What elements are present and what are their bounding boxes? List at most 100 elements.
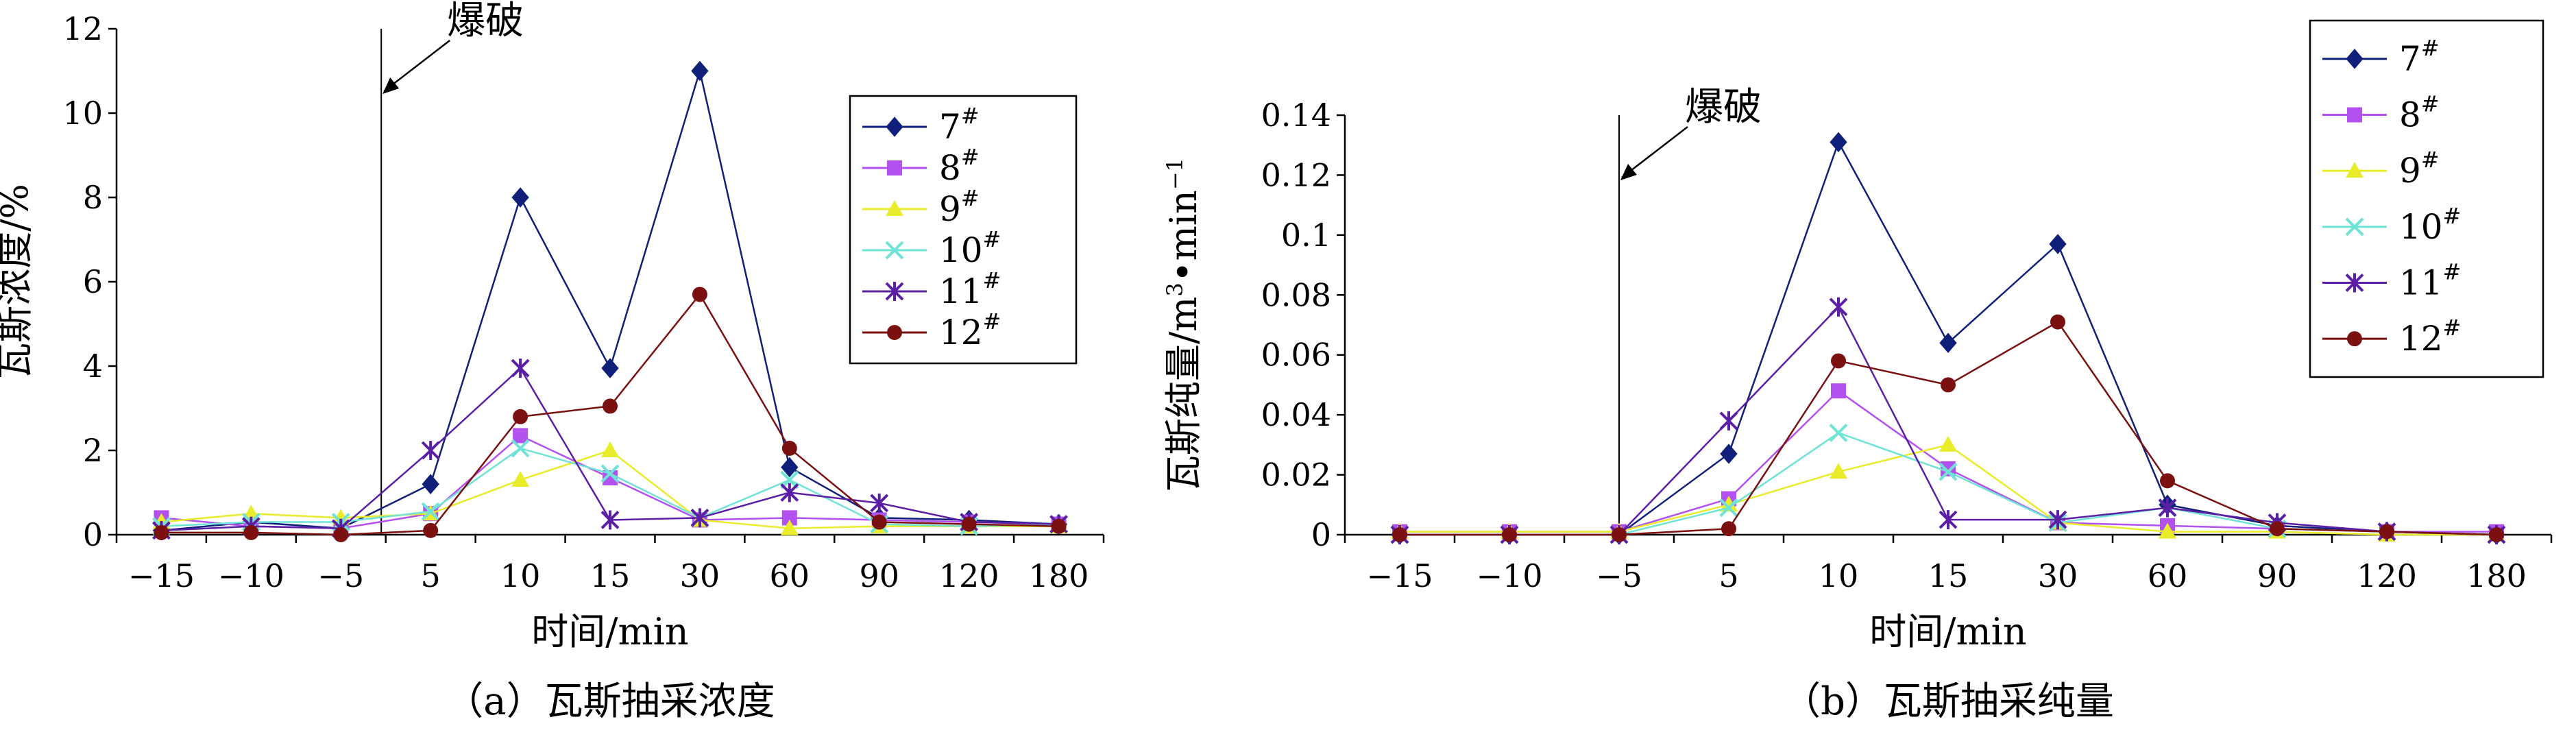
data-point-10 <box>421 502 440 521</box>
x-tick-label: 120 <box>2357 557 2417 594</box>
blast-arrow-shaft <box>383 40 450 92</box>
y-tick-label: 10 <box>62 95 103 132</box>
data-point-10 <box>600 464 620 483</box>
chart-b-pure-volume: 0 0.02 0.04 0.06 0.08 0.1 0.12 0.14 −15 −10 −5 5 10 1… <box>1162 19 2553 724</box>
data-point-7 <box>1830 132 1847 153</box>
data-point-9 <box>601 441 619 457</box>
legend-label: 10# <box>2399 203 2461 247</box>
y-tick-label: 0.12 <box>1261 156 1331 193</box>
y-axis-label: 瓦斯纯量/m3•min−1 <box>1162 158 1205 492</box>
x-tick-label: 10 <box>500 557 541 594</box>
x-axis-label: 时间/min <box>531 610 688 653</box>
x-tick-label: 60 <box>770 557 810 594</box>
legend-label: 11# <box>939 267 1001 311</box>
data-point-12 <box>692 287 707 302</box>
data-point-7 <box>422 474 439 494</box>
blast-annotation: 爆破 <box>1685 85 1762 130</box>
data-point-11 <box>511 359 530 378</box>
legend-swatch-marker <box>885 282 904 301</box>
legend-swatch-marker <box>887 160 902 175</box>
data-point-7 <box>511 187 529 208</box>
y-tick-label: 0.08 <box>1261 276 1331 313</box>
x-tick-label: 5 <box>421 557 441 594</box>
blast-arrow-shaft <box>1621 126 1688 178</box>
data-point-9 <box>1939 435 1957 452</box>
data-point-8 <box>513 428 528 444</box>
y-tick-label: 4 <box>83 348 103 385</box>
data-point-10 <box>1939 462 1958 481</box>
data-point-12 <box>2160 473 2175 489</box>
legend-swatch-marker <box>2345 273 2364 293</box>
x-tick-label: −15 <box>128 557 195 594</box>
legend-label: 11# <box>2399 259 2461 303</box>
x-tick-label: 90 <box>2257 557 2298 594</box>
x-tick-label: 90 <box>859 557 899 594</box>
x-tick-label: 15 <box>590 557 631 594</box>
x-tick-label: 120 <box>939 557 999 594</box>
data-point-11 <box>1939 510 1958 530</box>
data-point-9 <box>1830 463 1847 479</box>
y-tick-label: 0.1 <box>1281 217 1331 254</box>
legend-swatch-marker <box>2346 49 2364 69</box>
data-point-12 <box>423 522 439 538</box>
data-point-9 <box>2159 522 2176 539</box>
legend-label: 12# <box>939 308 1001 352</box>
legend: 7#8#9#10#11#12# <box>2309 19 2544 378</box>
data-point-9 <box>780 519 799 535</box>
data-point-12 <box>1831 353 1846 369</box>
x-tick-label: 5 <box>1718 557 1738 594</box>
x-tick-label: 60 <box>2148 557 2188 594</box>
data-point-11 <box>1719 411 1738 431</box>
legend-label: 9# <box>2399 147 2440 191</box>
y-tick-label: 8 <box>83 179 103 216</box>
data-point-12 <box>1721 521 1736 537</box>
legend-swatch-marker <box>886 117 903 137</box>
data-point-12 <box>243 524 259 540</box>
legend-label: 8# <box>939 144 980 188</box>
data-point-9 <box>511 471 530 487</box>
data-point-11 <box>870 493 889 513</box>
data-point-11 <box>2158 498 2177 518</box>
data-point-10 <box>511 439 530 458</box>
legend-label: 7# <box>939 103 980 147</box>
x-tick-label: −5 <box>317 557 364 594</box>
chart-a-concentration: 0 2 4 6 8 10 12 −15 −10 −5 5 10 15 30 60 90 120 180 爆破 7#8#… <box>0 0 1105 724</box>
x-tick-label: −15 <box>1366 557 1433 594</box>
data-point-8 <box>1831 383 1846 399</box>
data-point-12 <box>781 440 797 456</box>
x-tick-label: 15 <box>1928 557 1969 594</box>
x-tick-label: 30 <box>680 557 720 594</box>
data-point-7 <box>601 358 619 378</box>
data-point-10 <box>1719 498 1738 518</box>
data-point-11 <box>1829 297 1848 317</box>
y-tick-label: 6 <box>83 263 103 300</box>
x-tick-label: −10 <box>218 557 284 594</box>
legend-label: 9# <box>939 185 980 229</box>
legend-label: 7# <box>2399 35 2440 79</box>
data-point-9 <box>1720 496 1738 512</box>
y-tick-label: 12 <box>62 10 103 47</box>
data-point-11 <box>600 510 620 530</box>
legend: 7#8#9#10#11#12# <box>849 95 1078 365</box>
x-tick-label: 180 <box>2466 557 2527 594</box>
y-tick-label: 0 <box>1311 516 1331 553</box>
blast-arrow-head <box>382 77 400 94</box>
data-point-12 <box>871 514 887 530</box>
legend-swatch-marker <box>2345 217 2364 237</box>
data-point-12 <box>961 516 977 532</box>
data-point-12 <box>333 527 349 542</box>
data-point-12 <box>2270 521 2285 537</box>
x-tick-label: 180 <box>1029 557 1089 594</box>
data-point-12 <box>1502 527 1517 542</box>
data-point-8 <box>781 510 797 526</box>
data-point-12 <box>2489 527 2504 542</box>
legend-swatch-marker <box>2346 162 2364 178</box>
data-point-12 <box>2379 524 2394 540</box>
data-point-7 <box>691 60 709 82</box>
data-point-7 <box>1939 332 1957 353</box>
y-axis-label: 瓦斯浓度/% <box>0 184 36 380</box>
data-point-12 <box>603 398 618 414</box>
chart-caption: （b）瓦斯抽采纯量 <box>1782 679 2114 724</box>
data-point-7 <box>1720 444 1738 464</box>
